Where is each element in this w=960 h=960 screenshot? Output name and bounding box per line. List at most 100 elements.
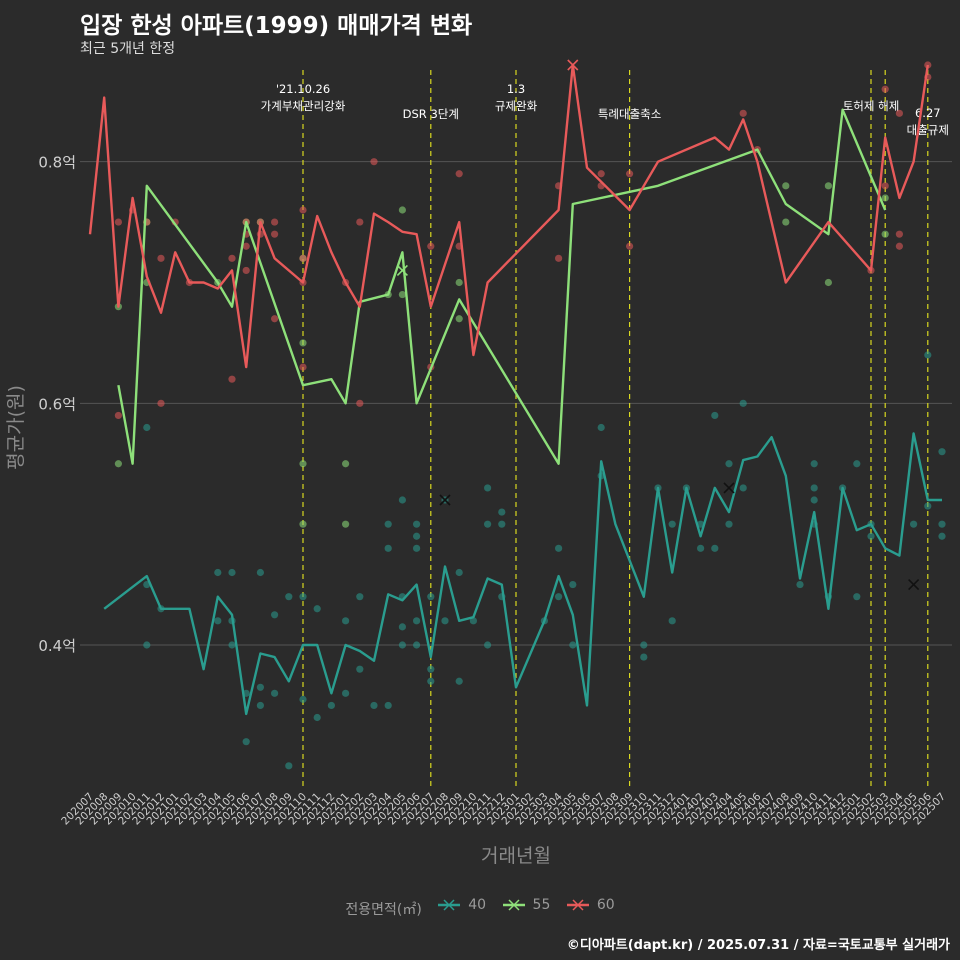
data-point-40: [256, 683, 264, 691]
data-point-60: [895, 242, 904, 250]
data-point-40: [413, 641, 421, 649]
data-point-40: [398, 496, 406, 504]
data-point-60: [881, 182, 889, 190]
data-point-60: [228, 254, 236, 262]
data-point-60: [455, 170, 463, 178]
data-point-40: [469, 617, 477, 625]
data-point-40: [398, 623, 406, 631]
data-point-40: [299, 593, 307, 601]
highlight-marker-60: [567, 59, 579, 71]
data-point-55: [398, 206, 406, 214]
data-point-40: [271, 689, 279, 697]
data-point-40: [143, 423, 151, 432]
data-point-40: [384, 520, 392, 528]
data-point-60: [271, 218, 279, 226]
legend-key-40: [436, 896, 462, 914]
series-line-60: [88, 63, 929, 369]
highlight-marker-40: [908, 579, 920, 591]
data-point-55: [398, 290, 406, 299]
data-point-40: [327, 701, 335, 710]
y-axis-title: 평균가(원): [5, 385, 27, 470]
data-point-40: [810, 484, 818, 492]
data-point-60: [895, 230, 904, 238]
data-point-55: [114, 460, 122, 468]
data-point-40: [725, 520, 733, 528]
data-point-60: [427, 242, 435, 250]
event-label: 1.3: [507, 82, 525, 96]
data-point-60: [924, 61, 932, 69]
data-point-55: [342, 520, 350, 528]
legend-item-40: 40: [436, 896, 486, 914]
data-point-60: [228, 375, 236, 383]
event-label: 대출규제: [907, 123, 949, 137]
chart-subtitle: 최근 5개년 한정: [80, 41, 176, 57]
data-point-60: [895, 109, 904, 117]
data-point-60: [157, 399, 165, 407]
data-point-40: [739, 484, 747, 492]
data-point-40: [313, 713, 321, 722]
x-axis-title: 거래년월: [481, 845, 551, 867]
highlight-marker-55: [396, 264, 408, 276]
data-point-55: [881, 230, 889, 238]
data-point-60: [370, 158, 378, 166]
data-point-55: [299, 520, 307, 528]
data-point-40: [455, 677, 463, 685]
data-point-60: [157, 254, 165, 262]
event-label: 규제완화: [495, 99, 538, 113]
data-point-60: [114, 411, 122, 420]
data-point-40: [384, 544, 392, 552]
data-point-40: [555, 593, 563, 601]
data-point-60: [881, 85, 889, 93]
data-point-40: [313, 605, 321, 613]
event-label: 토허제 해제: [843, 99, 900, 113]
data-point-40: [597, 423, 605, 432]
data-point-40: [484, 641, 492, 649]
data-point-40: [853, 460, 861, 468]
data-point-40: [640, 641, 648, 649]
data-point-40: [569, 580, 577, 589]
data-point-40: [356, 593, 364, 601]
data-point-40: [228, 641, 236, 649]
data-point-40: [285, 593, 293, 601]
data-point-40: [640, 653, 648, 661]
data-point-55: [782, 218, 790, 226]
data-point-55: [824, 182, 833, 190]
legend-title: 전용면적(㎡): [345, 902, 422, 918]
data-point-60: [597, 170, 605, 178]
data-point-40: [725, 460, 733, 468]
data-point-40: [256, 701, 264, 710]
data-point-60: [626, 170, 634, 178]
data-point-40: [271, 611, 279, 619]
data-point-60: [299, 363, 307, 371]
data-point-40: [413, 544, 421, 552]
data-point-60: [271, 315, 279, 323]
data-point-40: [285, 762, 293, 770]
data-point-40: [938, 448, 946, 456]
data-point-60: [242, 242, 250, 250]
data-point-40: [910, 520, 918, 528]
y-tick-label: 0.8억: [38, 154, 76, 172]
data-point-55: [342, 460, 350, 468]
event-label: 특례대출축소: [598, 107, 661, 121]
data-point-40: [299, 695, 307, 703]
data-point-55: [299, 339, 307, 347]
data-point-40: [455, 568, 463, 577]
data-point-55: [782, 182, 790, 190]
data-point-40: [384, 701, 392, 710]
y-tick-label: 0.4억: [38, 637, 76, 655]
data-point-40: [810, 460, 818, 468]
data-point-60: [626, 242, 634, 250]
data-point-55: [299, 460, 307, 468]
legend: 전용면적(㎡) 40 55 60: [0, 896, 960, 919]
data-point-40: [498, 520, 506, 528]
data-point-60: [356, 218, 364, 226]
data-point-40: [228, 568, 236, 577]
data-point-60: [555, 254, 563, 262]
legend-key-60: [565, 896, 591, 914]
data-point-40: [214, 568, 222, 577]
legend-label-40: 40: [468, 897, 487, 913]
series-line-40: [103, 432, 942, 716]
data-point-40: [484, 484, 492, 492]
data-point-60: [271, 230, 279, 238]
